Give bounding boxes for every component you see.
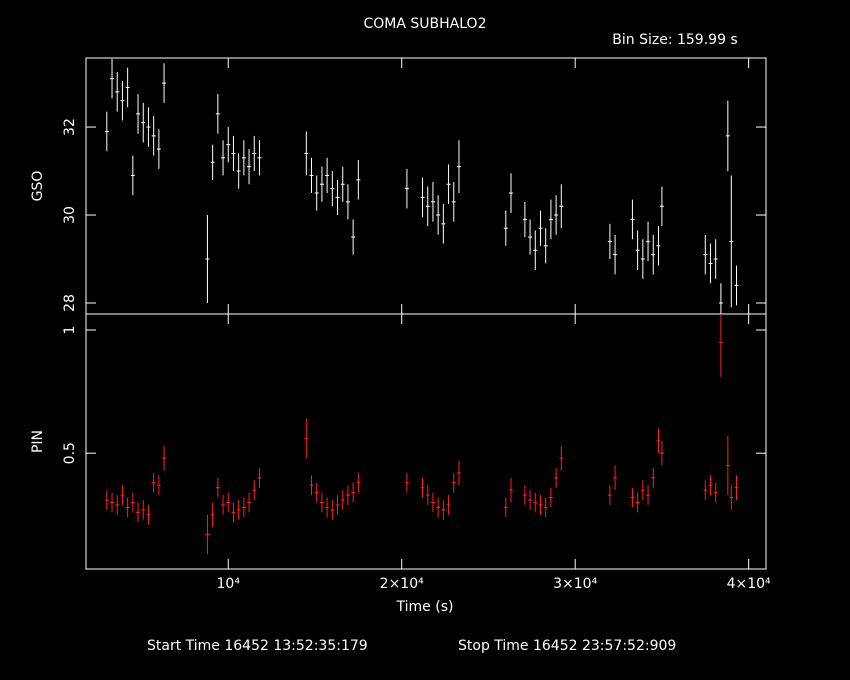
chart-title: COMA SUBHALO2 — [364, 16, 487, 32]
start-time: Start Time 16452 13:52:35:179 — [147, 638, 368, 654]
y-tick-label: 32 — [62, 118, 78, 136]
x-tick-label: 4×10⁴ — [727, 576, 771, 592]
bin-size: Bin Size: 159.99 s — [612, 32, 737, 48]
y-tick-label: 28 — [62, 294, 78, 312]
y-axis-label: GSO — [30, 171, 46, 202]
stop-time: Stop Time 16452 23:57:52:909 — [458, 638, 676, 654]
y-tick-label: 30 — [62, 206, 78, 224]
x-tick-label: 2×10⁴ — [380, 576, 424, 592]
x-tick-label: 3×10⁴ — [553, 576, 597, 592]
y-tick-label: 1 — [62, 326, 78, 335]
y-axis-label: PIN — [30, 430, 46, 453]
x-tick-label: 10⁴ — [217, 576, 241, 592]
x-axis-label: Time (s) — [396, 599, 454, 615]
y-tick-label: 0.5 — [62, 442, 78, 464]
